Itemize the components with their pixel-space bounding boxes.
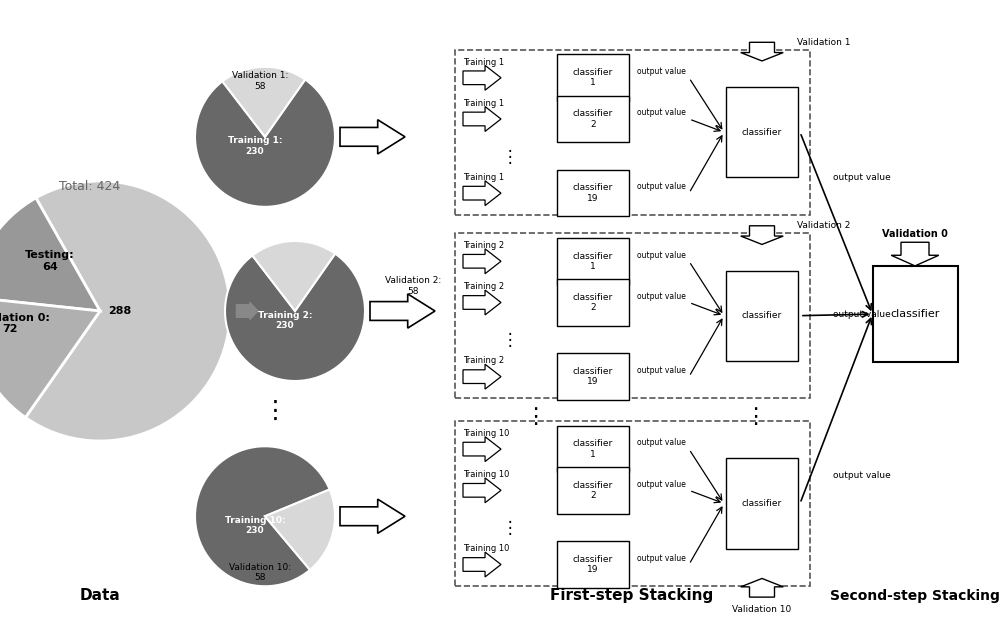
Text: 288: 288 bbox=[108, 306, 132, 316]
Polygon shape bbox=[463, 437, 501, 462]
Text: output value: output value bbox=[833, 310, 891, 318]
Wedge shape bbox=[222, 67, 305, 137]
FancyArrow shape bbox=[891, 243, 939, 266]
Wedge shape bbox=[0, 297, 100, 417]
Bar bbox=[726, 87, 798, 177]
Polygon shape bbox=[340, 499, 405, 533]
Text: classifier: classifier bbox=[742, 128, 782, 137]
Text: First-step Stacking: First-step Stacking bbox=[550, 588, 714, 603]
Text: Validation 10:
58: Validation 10: 58 bbox=[229, 562, 291, 582]
Text: Testing:
64: Testing: 64 bbox=[25, 251, 75, 272]
Wedge shape bbox=[195, 80, 335, 207]
Wedge shape bbox=[252, 241, 335, 311]
Text: output value: output value bbox=[833, 471, 891, 480]
Bar bbox=[726, 458, 798, 549]
Bar bbox=[872, 266, 958, 362]
Polygon shape bbox=[463, 106, 501, 131]
Text: Training 1: Training 1 bbox=[463, 58, 504, 67]
Bar bbox=[557, 238, 629, 285]
Text: Training 10: Training 10 bbox=[463, 470, 509, 479]
Text: Training 1:
230: Training 1: 230 bbox=[228, 136, 282, 156]
Text: output value: output value bbox=[637, 554, 686, 563]
Text: Validation 0:
72: Validation 0: 72 bbox=[0, 313, 49, 334]
Polygon shape bbox=[463, 290, 501, 315]
Polygon shape bbox=[463, 181, 501, 206]
Text: ⋮: ⋮ bbox=[744, 407, 766, 427]
Text: classifier
1: classifier 1 bbox=[573, 251, 613, 271]
Wedge shape bbox=[25, 181, 230, 441]
Bar bbox=[557, 55, 629, 101]
Text: output value: output value bbox=[637, 251, 686, 259]
Text: classifier: classifier bbox=[742, 311, 782, 320]
Wedge shape bbox=[265, 490, 335, 570]
Text: output value: output value bbox=[637, 108, 686, 118]
Bar bbox=[455, 50, 810, 215]
Text: ⋮: ⋮ bbox=[502, 332, 518, 350]
Text: classifier
1: classifier 1 bbox=[573, 439, 613, 459]
Polygon shape bbox=[463, 249, 501, 274]
Bar bbox=[557, 170, 629, 216]
Text: Training 10: Training 10 bbox=[463, 429, 509, 438]
FancyArrow shape bbox=[235, 299, 260, 323]
Text: output value: output value bbox=[637, 480, 686, 489]
Bar bbox=[455, 421, 810, 586]
Text: classifier
1: classifier 1 bbox=[573, 68, 613, 88]
Text: output value: output value bbox=[637, 439, 686, 447]
FancyArrow shape bbox=[741, 42, 783, 61]
Text: ⋮: ⋮ bbox=[262, 399, 288, 422]
Text: classifier
19: classifier 19 bbox=[573, 555, 613, 574]
Text: Validation 1:
58: Validation 1: 58 bbox=[232, 71, 288, 91]
Text: classifier
2: classifier 2 bbox=[573, 293, 613, 312]
Text: ⋮: ⋮ bbox=[524, 407, 546, 427]
Text: output value: output value bbox=[833, 173, 891, 182]
Text: Training 10: Training 10 bbox=[463, 544, 509, 554]
Text: Total: 424: Total: 424 bbox=[59, 180, 121, 193]
Polygon shape bbox=[340, 119, 405, 154]
Text: Training 2: Training 2 bbox=[463, 282, 504, 291]
Polygon shape bbox=[463, 364, 501, 389]
Text: Data: Data bbox=[80, 588, 120, 603]
Wedge shape bbox=[225, 254, 365, 381]
Text: classifier
2: classifier 2 bbox=[573, 481, 613, 500]
Text: classifier
19: classifier 19 bbox=[573, 183, 613, 203]
Bar bbox=[557, 279, 629, 326]
Bar bbox=[557, 353, 629, 400]
Text: ⋮: ⋮ bbox=[502, 148, 518, 166]
Bar bbox=[557, 541, 629, 588]
Text: output value: output value bbox=[637, 366, 686, 375]
Text: Training 2: Training 2 bbox=[463, 241, 504, 250]
Bar bbox=[455, 233, 810, 398]
Text: Validation 1: Validation 1 bbox=[797, 38, 850, 47]
Text: Validation 10: Validation 10 bbox=[732, 605, 792, 613]
Wedge shape bbox=[0, 198, 100, 311]
Text: classifier
2: classifier 2 bbox=[573, 109, 613, 129]
Polygon shape bbox=[463, 478, 501, 503]
Text: output value: output value bbox=[637, 67, 686, 76]
Text: Validation 2: Validation 2 bbox=[797, 221, 850, 230]
Text: output value: output value bbox=[637, 292, 686, 301]
Polygon shape bbox=[463, 552, 501, 577]
Polygon shape bbox=[463, 65, 501, 90]
Bar bbox=[557, 426, 629, 473]
Text: Training 10:
230: Training 10: 230 bbox=[225, 516, 285, 536]
FancyArrow shape bbox=[741, 578, 783, 597]
Text: classifier: classifier bbox=[742, 499, 782, 508]
Bar bbox=[557, 467, 629, 514]
Text: classifier
19: classifier 19 bbox=[573, 367, 613, 386]
Text: output value: output value bbox=[637, 182, 686, 192]
Text: Validation 2:
58: Validation 2: 58 bbox=[385, 276, 441, 296]
Text: Training 2:
230: Training 2: 230 bbox=[258, 310, 312, 330]
Text: Second-step Stacking: Second-step Stacking bbox=[830, 589, 1000, 603]
Text: Training 1: Training 1 bbox=[463, 173, 504, 182]
Text: Training 1: Training 1 bbox=[463, 99, 504, 108]
Bar bbox=[726, 271, 798, 361]
Bar bbox=[557, 96, 629, 142]
FancyArrow shape bbox=[741, 226, 783, 244]
Wedge shape bbox=[195, 446, 330, 587]
Text: Training 2: Training 2 bbox=[463, 356, 504, 366]
Polygon shape bbox=[370, 294, 435, 328]
Text: ⋮: ⋮ bbox=[502, 519, 518, 537]
Text: classifier: classifier bbox=[890, 309, 940, 319]
Text: Validation 0: Validation 0 bbox=[882, 229, 948, 239]
